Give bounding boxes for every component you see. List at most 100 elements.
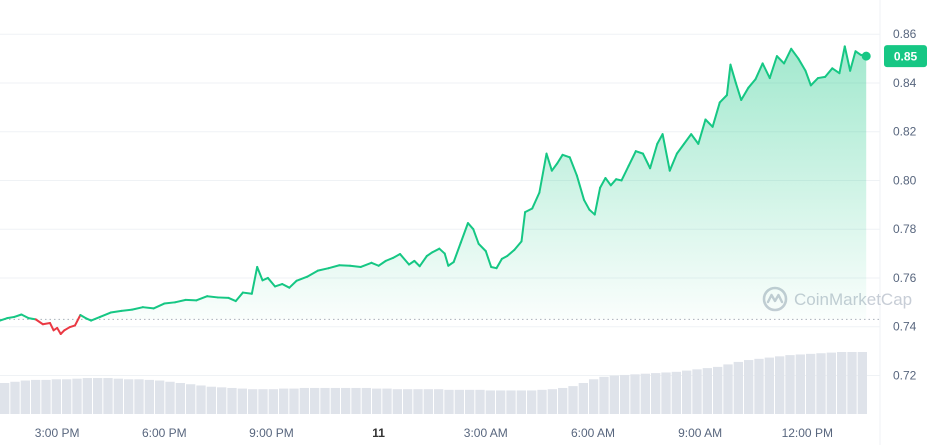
price-line-segment	[425, 251, 434, 257]
volume-bar	[82, 378, 92, 414]
volume-bar	[423, 389, 433, 414]
volume-bar	[392, 389, 402, 414]
price-line-segment	[407, 259, 416, 266]
price-line-segment	[34, 318, 44, 326]
price-line-segment	[599, 177, 607, 189]
price-line-segment	[316, 267, 330, 272]
price-line-segment	[256, 265, 264, 282]
y-axis: 0.86 0.84 0.82 0.80 0.78 0.76 0.74 0.72	[893, 27, 917, 382]
x-axis: 3:00 PM 6:00 PM 9:00 PM 11 3:00 AM 6:00 AM 9:0…	[35, 426, 833, 440]
x-tick-label: 3:00 AM	[464, 426, 508, 440]
price-line-segment	[675, 142, 686, 155]
price-line-segment	[131, 306, 144, 311]
volume-bar	[41, 379, 51, 414]
price-line-segment	[227, 296, 237, 303]
price-line-segment	[79, 313, 87, 320]
price-line-segment	[459, 222, 469, 244]
volume-bar	[444, 389, 454, 414]
volume-bar	[72, 378, 82, 414]
price-line-segment	[550, 162, 559, 172]
price-line-segment	[754, 62, 764, 81]
price-line-segment	[274, 283, 284, 288]
x-tick-label: 9:00 AM	[678, 426, 722, 440]
volume-bar	[651, 373, 661, 414]
price-line-segment	[349, 264, 362, 268]
price-line-segment	[399, 253, 410, 266]
price-line-segment	[466, 222, 475, 231]
price-line-segment	[56, 326, 62, 335]
volume-bar	[578, 383, 588, 414]
price-line-segment	[495, 257, 503, 270]
price-line-segment	[649, 142, 659, 170]
price-line-segment	[163, 301, 177, 305]
volume-bar	[640, 373, 650, 414]
volume-bar	[692, 369, 702, 414]
volume-bar	[620, 374, 630, 414]
current-price-tag-background	[884, 45, 927, 68]
price-line-segment	[561, 153, 571, 159]
price-line-segment	[849, 50, 857, 72]
price-line-segment	[306, 269, 319, 278]
volume-bar	[372, 388, 382, 414]
price-line-segment	[568, 156, 578, 177]
price-line-segment	[704, 118, 714, 128]
volume-bar	[754, 358, 764, 414]
price-line-segment	[500, 255, 509, 260]
price-line-segment	[804, 69, 812, 87]
y-tick-label: 0.74	[893, 320, 917, 334]
price-line-segment	[588, 208, 596, 216]
price-line-segment	[6, 315, 16, 320]
volume-bar	[20, 380, 30, 414]
price-line-segment	[109, 309, 123, 314]
volume-bar	[733, 361, 743, 414]
price-line-segment	[234, 291, 244, 303]
volume-bar	[351, 387, 361, 414]
volume-bar	[713, 366, 723, 414]
price-area-fill	[0, 46, 867, 334]
price-line-segment	[538, 152, 548, 194]
price-line-segment	[266, 276, 277, 288]
volume-bar	[599, 376, 609, 414]
volume-bar	[165, 381, 175, 414]
volume-bar	[237, 388, 247, 414]
volume-bar	[475, 389, 485, 414]
volume-bar	[134, 379, 144, 414]
price-line-segment	[545, 152, 553, 172]
price-line-segment	[472, 228, 480, 245]
price-line	[0, 45, 868, 335]
y-tick-label: 0.86	[893, 27, 917, 41]
price-line-segment	[370, 261, 380, 267]
price-line-segment	[327, 264, 341, 270]
volume-bar	[248, 389, 258, 414]
volume-bar	[671, 371, 681, 414]
price-line-segment	[634, 150, 644, 155]
price-line-segment	[556, 153, 564, 165]
price-line-segment	[391, 253, 402, 259]
volume-bar	[568, 386, 578, 414]
price-line-segment	[413, 259, 421, 268]
volume-bar	[93, 378, 103, 414]
current-price-dot[interactable]	[861, 51, 871, 61]
y-tick-label: 0.84	[893, 76, 917, 90]
volume-bar	[816, 353, 826, 414]
volume-bar	[537, 389, 547, 414]
price-line-segment	[729, 63, 737, 84]
price-line-segment	[725, 63, 732, 97]
price-line-segment	[359, 261, 373, 268]
price-line-segment	[783, 47, 793, 65]
volume-bar	[723, 364, 733, 414]
volume-bar	[0, 383, 10, 414]
price-line-segment	[854, 50, 862, 56]
price-line-segment	[90, 315, 102, 322]
y-tick-label: 0.80	[893, 173, 917, 187]
volume-bar	[155, 380, 165, 414]
price-line-segment	[99, 311, 112, 318]
volume-bar	[857, 352, 867, 414]
volume-bar	[299, 387, 309, 414]
volume-bar	[310, 387, 320, 414]
price-line-segment	[768, 55, 778, 80]
volume-bar	[506, 390, 516, 414]
price-line-segment	[452, 241, 462, 264]
volume-bar	[175, 383, 185, 414]
